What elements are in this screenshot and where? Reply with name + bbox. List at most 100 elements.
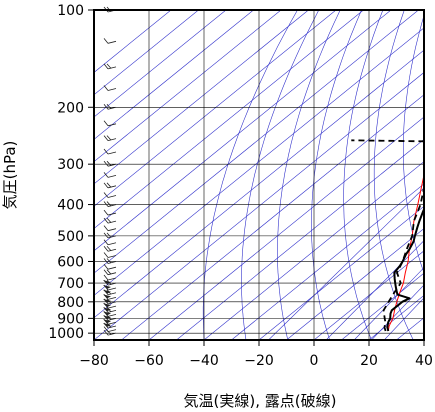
x-tick-label: 20 — [360, 353, 378, 369]
wind-barb-staff — [107, 261, 117, 264]
wind-barb-feather — [106, 201, 112, 207]
isotherm-line — [176, 138, 424, 340]
dry-adiabat-line — [373, 10, 414, 340]
isotherm-line — [94, 10, 419, 274]
y-tick-label: 1000 — [48, 326, 84, 342]
wind-barb-feather — [103, 232, 109, 239]
wind-barb-staff — [107, 309, 117, 313]
wind-barb-staff — [107, 332, 117, 336]
wind-barb-feather — [103, 120, 109, 127]
wind-barb-feather — [103, 201, 109, 207]
isotherm-line — [94, 10, 227, 118]
dry-adiabat-line — [202, 10, 298, 340]
wind-barb-staff — [107, 123, 117, 127]
wind-barb-staff — [107, 329, 117, 332]
wind-barb-feather — [103, 104, 109, 110]
wind-barb-feather — [103, 63, 109, 70]
wind-barb-staff — [107, 282, 117, 286]
dry-adiabat-line — [311, 10, 362, 340]
wind-barb-pennant — [103, 315, 111, 320]
x-axis-title: 気温(実線), 露点(破線) — [184, 392, 337, 410]
wind-barb-staff — [107, 204, 117, 207]
isotherm-line — [121, 94, 424, 340]
wind-barb-feather — [103, 269, 109, 275]
wind-barb-pennant — [103, 289, 111, 294]
wind-barb-pennant — [103, 311, 111, 316]
isotherm-line — [94, 10, 309, 185]
wind-barb-feather — [103, 135, 109, 141]
x-tick-label: −60 — [134, 353, 164, 369]
wind-barb-staff — [107, 228, 117, 232]
wind-barb-staff — [107, 235, 117, 239]
wind-barb-staff — [107, 301, 117, 305]
wind-barb-pennant — [103, 303, 111, 308]
wind-barb-feather — [103, 246, 109, 252]
dry-adiabat-line — [277, 10, 341, 340]
wind-barb-staff — [107, 66, 117, 70]
x-tick-label: −80 — [79, 353, 109, 369]
wind-barb-feather — [103, 192, 109, 198]
wind-barb-staff — [107, 242, 117, 246]
isotherm-line — [286, 228, 424, 340]
dry-adiabat-line — [403, 14, 424, 274]
y-tick-label: 400 — [57, 198, 84, 214]
mixing-ratio-line — [371, 284, 424, 340]
wind-barb-staff — [107, 266, 117, 270]
mixing-ratio-line — [325, 240, 424, 340]
wind-barb-feather — [106, 232, 112, 238]
wind-barb-staff — [107, 314, 117, 317]
y-tick-label: 700 — [57, 276, 84, 292]
isotherm-line — [231, 183, 424, 340]
wind-barb-pennant — [103, 307, 111, 312]
dry-adiabat-line — [343, 10, 384, 340]
wind-barb-feather — [103, 38, 109, 44]
wind-barb-staff — [107, 40, 117, 44]
wind-barb-pennant — [103, 285, 111, 290]
wind-barb-staff — [107, 292, 117, 296]
wind-barb-feather — [103, 329, 109, 336]
wind-barb-feather — [103, 263, 109, 270]
wind-barb-pennant — [103, 298, 111, 303]
wind-barb-feather — [103, 217, 109, 224]
isotherm-line — [94, 27, 424, 296]
wind-barb-staff — [107, 185, 117, 189]
wind-barb-pennant — [103, 280, 111, 285]
wind-barb-feather — [103, 209, 109, 216]
wind-barb-staff — [107, 220, 117, 224]
wind-barb-feather — [103, 85, 109, 91]
wind-barb-pennant — [103, 319, 111, 324]
isotherm-line — [94, 10, 392, 252]
wind-barb-staff — [107, 287, 117, 291]
isotherm-line — [423, 339, 424, 340]
wind-barb-staff — [107, 163, 117, 167]
y-axis-title: 気圧(hPa) — [1, 141, 19, 210]
x-tick-label: −40 — [189, 353, 219, 369]
wind-barb-staff — [107, 325, 117, 329]
wind-barb-feather — [103, 274, 109, 281]
wind-barbs — [103, 6, 117, 336]
mixing-ratio-line — [353, 267, 424, 340]
isotherm-line — [313, 250, 424, 340]
wind-barb-staff — [107, 151, 117, 155]
dry-adiabat-line — [431, 10, 435, 340]
wind-barb-pennant — [103, 322, 111, 327]
wind-barb-staff — [107, 255, 117, 258]
wind-barb-staff — [107, 248, 117, 252]
isotherm-line — [94, 10, 254, 140]
wind-barb-feather — [106, 258, 112, 264]
wind-barb-feather — [106, 217, 112, 223]
y-tick-label: 800 — [57, 295, 84, 311]
wind-barb-staff — [107, 88, 117, 91]
wind-barb-feather — [103, 172, 109, 178]
isotherm-line — [258, 205, 424, 340]
wind-barb-feather — [103, 160, 109, 167]
wind-barb-feather — [106, 160, 112, 166]
wind-barb-feather — [106, 63, 112, 69]
wind-barb-staff — [107, 212, 117, 216]
isotherm-line — [94, 10, 282, 163]
wind-barb-feather — [106, 182, 112, 188]
mixing-ratio-line — [268, 187, 424, 340]
y-tick-label: 300 — [57, 157, 84, 173]
wind-barb-feather — [103, 225, 109, 231]
